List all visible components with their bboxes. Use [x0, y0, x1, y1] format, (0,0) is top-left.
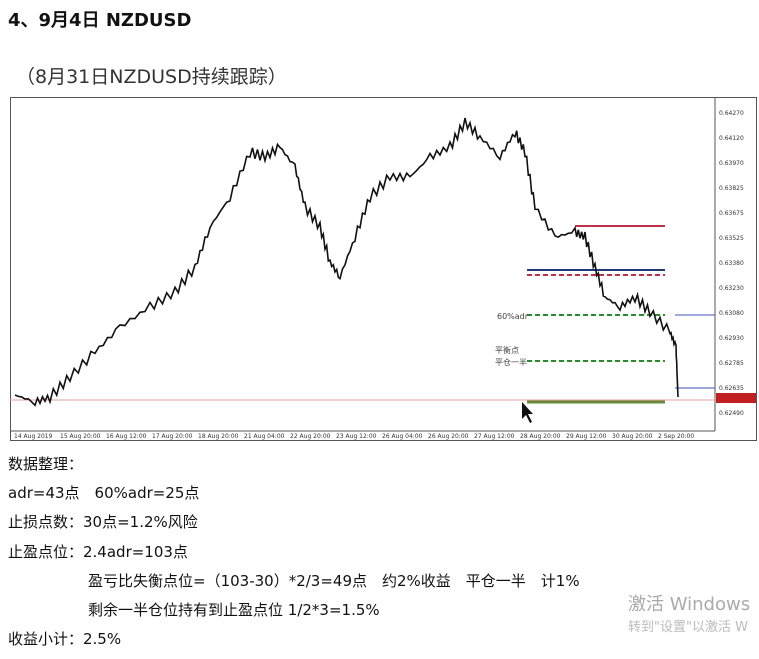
y-label: 0.63230	[719, 285, 744, 292]
note-line: 止盈点位：2.4adr=103点	[8, 542, 188, 561]
price-line	[14, 117, 679, 407]
x-label: 29 Aug 12:00	[566, 433, 607, 440]
cursor	[522, 402, 533, 423]
y-label: 0.63380	[719, 260, 744, 267]
annotation: 平衡点	[495, 345, 519, 355]
y-label: 0.62930	[719, 335, 744, 342]
x-label: 23 Aug 12:00	[336, 433, 377, 440]
note-line: 盈亏比失衡点位=（103-30）*2/3=49点 约2%收益 平仓一半 计1%	[88, 571, 580, 590]
watermark-subtitle: 转到"设置"以激活 W	[628, 620, 748, 635]
y-label: 0.64120	[719, 135, 744, 142]
watermark-title: 激活 Windows	[628, 594, 751, 615]
x-label: 15 Aug 20:00	[60, 433, 101, 440]
y-label: 0.63080	[719, 310, 744, 317]
x-label: 16 Aug 12:00	[106, 433, 147, 440]
title: 4、9月4日 NZDUSD	[8, 10, 192, 31]
annotation: 平仓一半	[495, 357, 527, 367]
note-line: 剩余一半仓位持有到止盈点位 1/2*3=1.5%	[88, 601, 380, 620]
x-label: 22 Aug 20:00	[290, 433, 331, 440]
subtitle: （8月31日NZDUSD持续跟踪）	[16, 66, 287, 88]
summary: 收益小计：2.5%	[8, 630, 122, 648]
x-label: 18 Aug 20:00	[198, 433, 239, 440]
x-label: 30 Aug 20:00	[612, 433, 653, 440]
x-label: 14 Aug 2019	[14, 433, 53, 440]
note-line: 止损点数：30点=1.2%风险	[8, 513, 198, 532]
y-label: 0.63825	[719, 185, 744, 192]
price-chart: 60%adr 平衡点 平仓一半 14 Aug 2019 15 Aug 20:00 1…	[10, 97, 757, 441]
x-label: 17 Aug 20:00	[152, 433, 193, 440]
x-label: 26 Aug 04:00	[382, 433, 423, 440]
x-label: 27 Aug 12:00	[474, 433, 515, 440]
notes-heading: 数据整理：	[8, 455, 84, 473]
note-line: adr=43点 60%adr=25点	[8, 484, 200, 502]
x-label: 28 Aug 20:00	[520, 433, 561, 440]
y-label: 0.63970	[719, 160, 744, 167]
price-tag	[716, 393, 756, 403]
y-label: 0.62785	[719, 360, 744, 367]
x-label: 2 Sep 20:00	[658, 433, 694, 440]
y-label: 0.62490	[719, 410, 744, 417]
x-label: 26 Aug 20:00	[428, 433, 469, 440]
y-label: 0.63525	[719, 235, 744, 242]
annotation: 60%adr	[497, 312, 529, 321]
x-label: 21 Aug 04:00	[244, 433, 285, 440]
y-label: 0.64270	[719, 110, 744, 117]
y-label: 0.63675	[719, 210, 744, 217]
y-label: 0.62635	[719, 385, 744, 392]
